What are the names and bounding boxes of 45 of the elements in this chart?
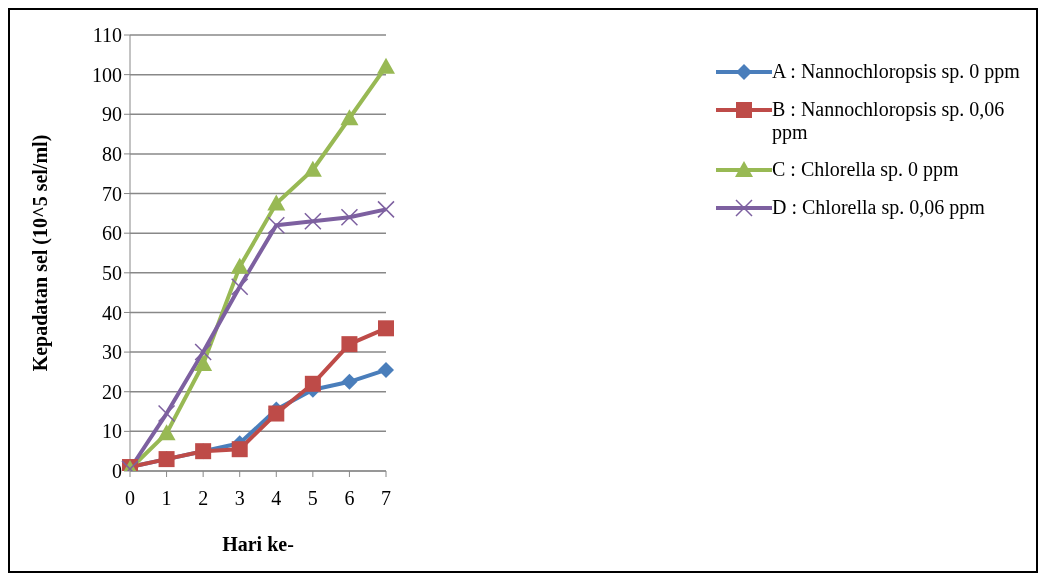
y-tick-label: 90: [102, 103, 122, 126]
legend-label: D : Chlorella sp. 0,06 ppm: [772, 196, 986, 219]
point: [194, 354, 213, 371]
x-tick-label: 1: [161, 487, 172, 510]
x-tick-label: 7: [381, 487, 391, 510]
y-tick-label: 50: [102, 261, 122, 284]
y-axis-title: Kepadatan sel (10^5 sel/ml): [29, 134, 53, 372]
point: [377, 57, 395, 74]
point: [230, 277, 249, 296]
point: [341, 336, 358, 353]
legend-label: B : Nannochloropsis sp. 0,06 ppm: [772, 98, 1006, 144]
point: [377, 200, 395, 219]
point: [267, 216, 286, 234]
point: [267, 194, 286, 211]
y-tick-label: 0: [112, 460, 122, 483]
point: [340, 208, 359, 227]
y-tick-label: 10: [102, 420, 122, 443]
point: [304, 375, 321, 392]
y-tick-label: 80: [102, 143, 122, 166]
point: [340, 109, 359, 126]
legend-label: A : Nannochloropsis sp. 0 ppm: [772, 60, 1021, 83]
legend-label: C : Chlorella sp. 0 ppm: [772, 158, 960, 181]
y-tick-label: 40: [102, 301, 122, 324]
x-tick-label: 2: [198, 487, 209, 510]
point: [341, 373, 358, 390]
point: [231, 441, 248, 458]
y-tick-label: 30: [102, 341, 122, 364]
point: [378, 361, 394, 378]
x-tick-label: 4: [271, 487, 282, 510]
x-tick-label: 3: [234, 487, 245, 510]
y-tick-label: 100: [92, 63, 122, 86]
x-tick-label: 6: [344, 487, 355, 510]
point: [157, 424, 176, 441]
y-tick-label: 20: [102, 380, 122, 403]
y-tick-label: 110: [92, 24, 122, 47]
x-axis-title: Hari ke-: [222, 533, 294, 555]
point: [378, 320, 394, 337]
point: [304, 212, 322, 231]
point: [303, 160, 322, 177]
point: [194, 343, 212, 361]
y-tick-label: 60: [102, 222, 122, 245]
point: [268, 405, 285, 422]
x-tick-label: 5: [307, 487, 318, 510]
point: [230, 257, 249, 274]
y-tick-label: 70: [102, 182, 122, 205]
